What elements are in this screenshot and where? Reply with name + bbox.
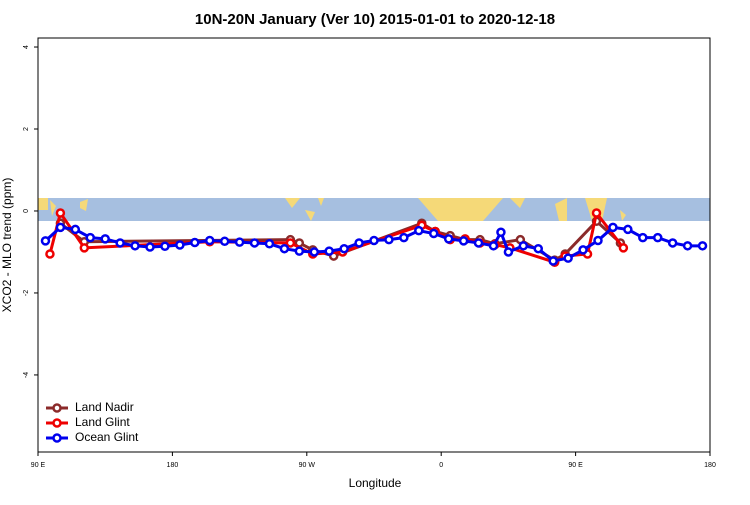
data-point [563, 253, 573, 263]
data-point [623, 224, 633, 235]
data-point [55, 222, 66, 233]
legend-marker [52, 418, 62, 428]
data-point [354, 238, 364, 248]
data-point [40, 236, 51, 246]
data-point [697, 241, 708, 251]
plot-frame [37, 37, 711, 453]
data-point [339, 243, 349, 254]
data-point [285, 238, 296, 248]
data-point [428, 228, 439, 239]
data-point [234, 237, 245, 247]
data-point [591, 208, 602, 218]
data-point [578, 245, 588, 255]
data-point [70, 224, 81, 235]
data-point [249, 238, 260, 248]
data-point [175, 240, 185, 250]
data-point [458, 236, 469, 246]
data-point [45, 249, 55, 259]
data-point [279, 243, 290, 254]
data-point [294, 246, 305, 256]
data-point [160, 241, 170, 251]
data-point [324, 246, 334, 256]
data-point [79, 243, 90, 253]
data-point [608, 222, 618, 233]
data-point [55, 208, 66, 218]
y-tick-label: 4 [23, 45, 30, 49]
data-point [309, 247, 320, 257]
y-tick-label: -2 [23, 290, 30, 296]
data-point [145, 242, 155, 252]
data-point [264, 239, 275, 249]
legend-marker [52, 433, 62, 443]
x-tick-label: 90 E [31, 462, 46, 469]
data-point [204, 235, 215, 246]
y-tick-label: -4 [23, 372, 30, 378]
data-point [488, 241, 499, 251]
data-point [548, 256, 558, 266]
data-point [533, 243, 544, 254]
series-line [44, 225, 703, 263]
legend-label: Land Nadir [75, 400, 134, 414]
data-point [682, 241, 693, 251]
data-point [638, 232, 648, 243]
y-tick-label: 2 [23, 127, 30, 131]
data-point [667, 238, 678, 248]
data-point [652, 232, 663, 243]
data-point [399, 232, 409, 243]
data-point [190, 237, 200, 248]
chart-title: 10N-20N January (Ver 10) 2015-01-01 to 2… [195, 11, 555, 28]
data-point [100, 234, 110, 244]
x-tick-label: 0 [439, 462, 443, 469]
data-point [115, 238, 125, 248]
x-tick-label: 90 W [299, 462, 316, 469]
data-point [85, 232, 96, 243]
data-point [414, 225, 424, 236]
data-point [503, 247, 514, 257]
data-point [369, 235, 379, 246]
data-point [618, 243, 629, 253]
data-point [130, 241, 140, 251]
data-point [593, 235, 603, 246]
x-tick-label: 180 [167, 462, 179, 469]
y-axis-label: XCO2 - MLO trend (ppm) [0, 178, 14, 313]
data-point [384, 234, 394, 245]
y-tick-label: 0 [23, 209, 30, 213]
data-point [496, 227, 506, 238]
data-point [443, 234, 454, 244]
legend-label: Ocean Glint [75, 430, 139, 444]
x-tick-label: 180 [704, 462, 716, 469]
data-point [518, 241, 529, 251]
legend-marker [52, 403, 62, 413]
map-band [38, 198, 710, 221]
data-point [473, 238, 484, 248]
legend-label: Land Glint [75, 415, 130, 429]
data-point [219, 236, 230, 247]
x-axis-label: Longitude [349, 476, 402, 490]
x-tick-label: 90 E [568, 462, 583, 469]
